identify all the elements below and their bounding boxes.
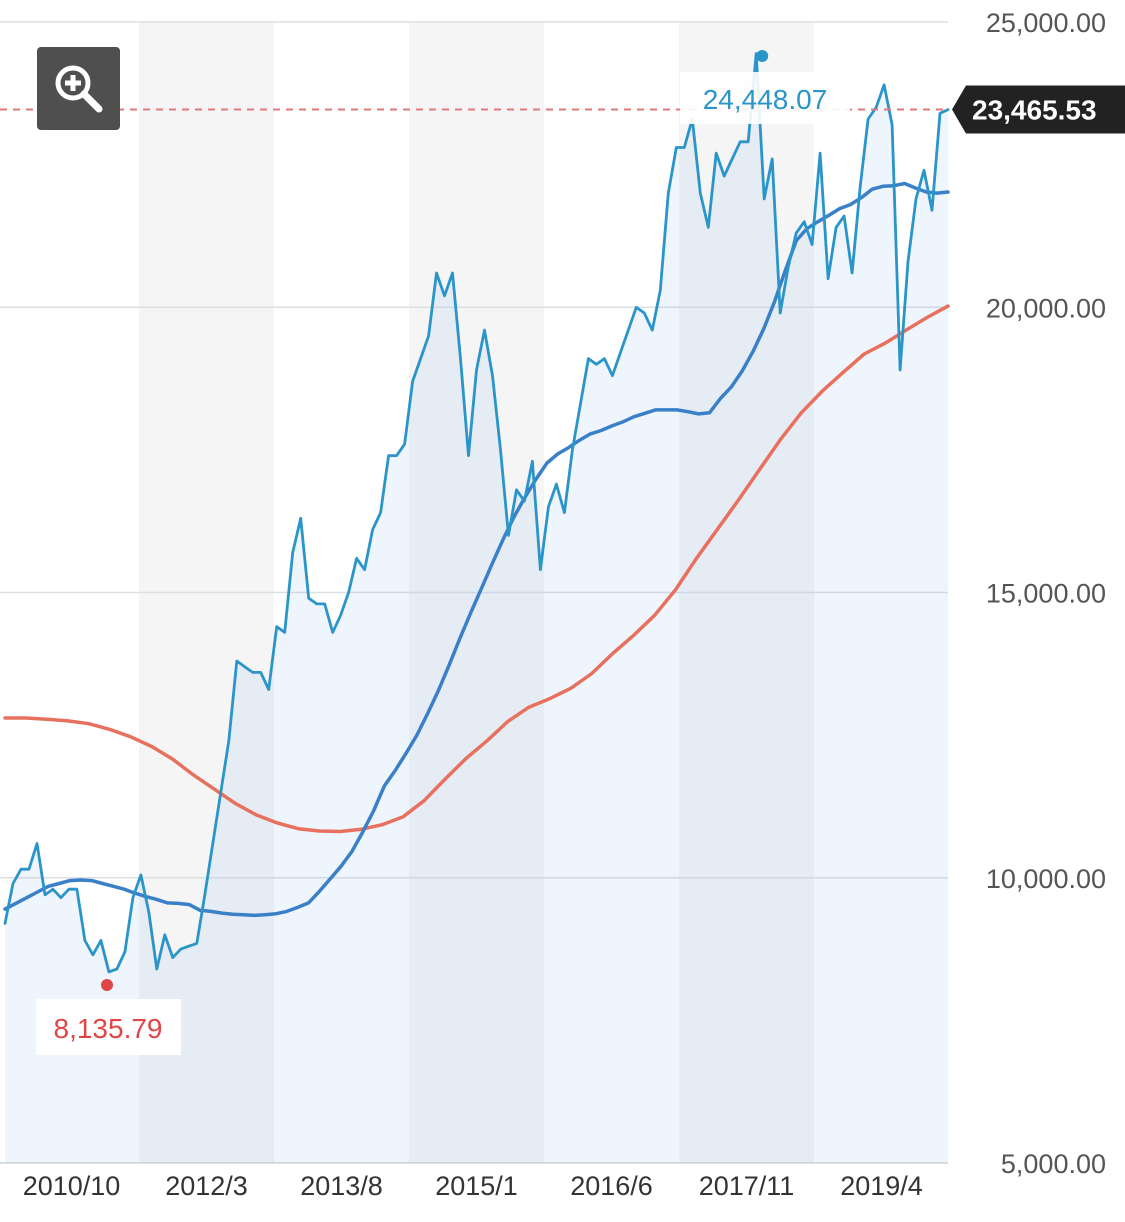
x-tick-label: 2016/6 bbox=[570, 1171, 653, 1201]
x-tick-label: 2019/4 bbox=[840, 1171, 923, 1201]
x-tick-label: 2013/8 bbox=[300, 1171, 383, 1201]
max-value-label: 24,448.07 bbox=[703, 84, 828, 115]
y-axis-tick-labels: 5,000.00 10,000.00 15,000.00 20,000.00 25,00… bbox=[986, 8, 1106, 1179]
zoom-in-icon bbox=[55, 65, 103, 113]
x-tick-label: 2017/11 bbox=[699, 1171, 795, 1201]
y-tick-label: 10,000.00 bbox=[986, 864, 1106, 894]
long-moving-average-line bbox=[3, 304, 950, 834]
x-axis-tick-labels: 2010/10 2012/3 2013/8 2015/1 2016/6 2017/11 20… bbox=[23, 1171, 923, 1201]
y-tick-label: 5,000.00 bbox=[1001, 1149, 1106, 1179]
svg-text:23,465.53: 23,465.53 bbox=[972, 95, 1097, 126]
price-line bbox=[3, 52, 950, 974]
series-lines bbox=[3, 52, 950, 974]
min-label-box bbox=[36, 999, 181, 1055]
value-callouts: 23,465.53 24,448.07 8,135.79 bbox=[36, 50, 1125, 1055]
current-value-tag: 23,465.53 bbox=[952, 85, 1125, 134]
max-marker bbox=[756, 50, 769, 62]
x-tick-label: 2010/10 bbox=[23, 1171, 121, 1201]
zoom-button[interactable] bbox=[37, 47, 120, 130]
x-tick-label: 2015/1 bbox=[435, 1171, 518, 1201]
y-tick-label: 15,000.00 bbox=[986, 579, 1106, 609]
price-area-fill bbox=[5, 53, 948, 1163]
y-tick-label: 25,000.00 bbox=[986, 8, 1106, 38]
y-tick-label: 20,000.00 bbox=[986, 293, 1106, 323]
x-tick-label: 2012/3 bbox=[165, 1171, 248, 1201]
horizontal-gridlines bbox=[0, 21, 948, 1164]
min-value-label: 8,135.79 bbox=[54, 1013, 163, 1044]
max-label-box bbox=[680, 72, 850, 124]
min-marker bbox=[101, 979, 113, 991]
